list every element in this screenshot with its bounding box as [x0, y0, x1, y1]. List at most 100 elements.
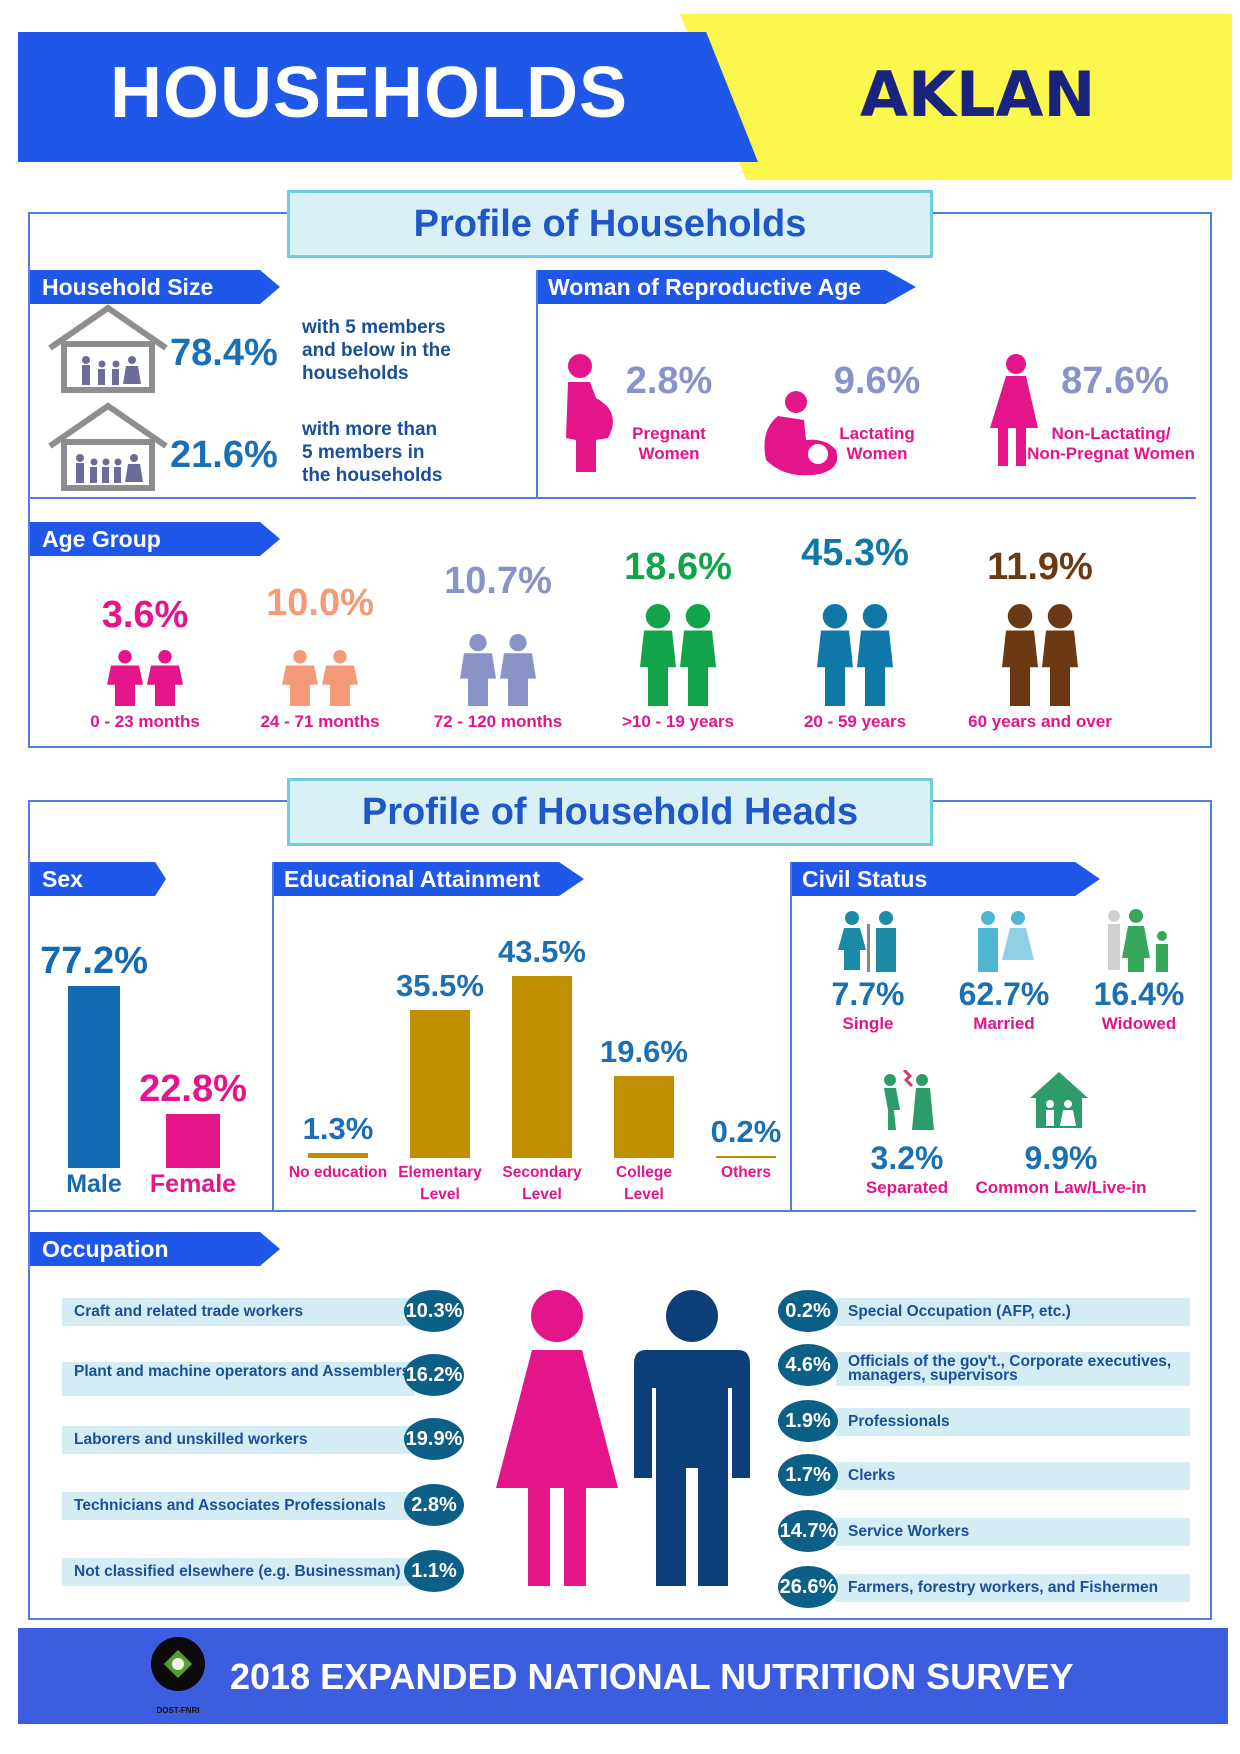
heads-divider-1: [272, 862, 274, 1210]
pregnant-woman-icon: [566, 354, 613, 472]
civil-status-pct: 16.4%: [1093, 976, 1185, 1012]
age-group-pct: 45.3%: [801, 532, 909, 574]
occupation-bar-label: Special Occupation (AFP, etc.): [836, 1298, 1190, 1326]
hh-size-desc-line: the households: [302, 465, 443, 486]
education-pct: 1.3%: [302, 1110, 374, 1146]
occupation-bar-label: Clerks: [836, 1462, 1190, 1490]
occupation-pct: 26.6%: [778, 1566, 838, 1608]
sex-label: Male: [66, 1170, 122, 1198]
wra-label: Pregnant Women: [604, 424, 734, 464]
couple-icon: [978, 911, 1034, 972]
occupation-pct: 1.1%: [404, 1550, 464, 1592]
education-label-line: Level: [420, 1186, 460, 1203]
page-title: HOUSEHOLDS: [110, 53, 629, 133]
civil-status-pct: 9.9%: [1024, 1140, 1098, 1176]
occupation-bar-label: Farmers, forestry workers, and Fishermen: [836, 1574, 1190, 1602]
occupation-pct: 1.7%: [778, 1454, 838, 1496]
elderly-couple-icon: [1002, 604, 1078, 706]
education-pct: 19.6%: [600, 1034, 688, 1070]
footer-band: [18, 1628, 1228, 1724]
wra-pct: 87.6%: [1061, 360, 1169, 402]
house-family-icon: [48, 402, 168, 491]
education-label: Others: [691, 1162, 801, 1184]
hh-size-desc-line: and below in the: [302, 340, 451, 361]
footer-title: 2018 EXPANDED NATIONAL NUTRITION SURVEY: [230, 1656, 1074, 1697]
wra-label-line: Women: [846, 444, 908, 463]
widowed-family-icon: [1108, 909, 1168, 972]
wra-label-line: Non-Pregnat Women: [1027, 444, 1195, 463]
occupation-pct: 16.2%: [404, 1354, 464, 1396]
separated-couple-icon: [884, 1070, 934, 1130]
civil-status-label: Separated: [865, 1178, 949, 1197]
hh-size-desc: with 5 members and below in the househol…: [302, 316, 532, 385]
children-icon: [282, 650, 358, 706]
occupation-pct: 10.3%: [404, 1290, 464, 1332]
occupation-bar-label: Officials of the gov't., Corporate execu…: [836, 1352, 1190, 1386]
woman-figure-icon: [496, 1290, 618, 1586]
children-icon: [107, 650, 183, 706]
civil-status-pct: 62.7%: [958, 976, 1050, 1012]
occupation-bar-label: Professionals: [836, 1408, 1190, 1436]
age-group-pct: 11.9%: [987, 546, 1093, 588]
education-label: College Level: [589, 1162, 699, 1206]
couple-icon: [817, 604, 893, 706]
sex-pct: 77.2%: [40, 939, 148, 982]
civil-status-tag: Civil Status: [790, 862, 1100, 896]
education-label-line: Secondary: [502, 1164, 582, 1181]
heads-section-title: Profile of Household Heads: [287, 778, 933, 846]
wra-label-line: Lactating: [839, 424, 915, 443]
education-label-line: College: [616, 1164, 672, 1181]
age-group-label: 24 - 71 months: [260, 712, 380, 731]
education-label-line: Level: [624, 1186, 664, 1203]
occupation-tag: Occupation: [30, 1232, 280, 1266]
education-bar: [512, 976, 572, 1158]
education-label-line: No education: [288, 1164, 388, 1181]
education-bar: [410, 1009, 470, 1158]
age-group-tag: Age Group: [30, 522, 280, 556]
civil-status-pct: 7.7%: [831, 976, 905, 1012]
age-group-label: 60 years and over: [968, 712, 1112, 731]
occupation-bar-label: Service Workers: [836, 1518, 1190, 1546]
wra-label: Lactating Women: [812, 424, 942, 464]
education-bar: [716, 1156, 776, 1158]
age-group-label: >10 - 19 years: [621, 712, 734, 731]
civil-status-label: Married: [973, 1014, 1035, 1033]
age-group-label: 0 - 23 months: [90, 712, 200, 731]
civil-status-label: Single: [842, 1014, 894, 1033]
education-bar: [308, 1152, 368, 1158]
civil-status-label: Widowed: [1101, 1014, 1177, 1033]
hh-size-desc-line: with 5 members: [302, 317, 446, 338]
occupation-pct: 19.9%: [404, 1418, 464, 1460]
children-icon: [460, 634, 536, 706]
civil-status-pct: 3.2%: [870, 1140, 944, 1176]
age-group-pct: 3.6%: [101, 594, 189, 636]
age-group-label: 20 - 59 years: [803, 712, 907, 731]
header-yellow-band: [680, 14, 1232, 180]
hh-size-desc-line: 5 members in: [302, 442, 425, 463]
sex-pct: 22.8%: [139, 1068, 247, 1111]
age-group-pct: 10.7%: [444, 560, 552, 602]
occupation-pct: 0.2%: [778, 1290, 838, 1332]
wra-label-line: Pregnant: [632, 424, 706, 443]
hh-size-pct: 78.4%: [170, 332, 278, 374]
occupation-bar-label: Craft and related trade workers: [62, 1298, 414, 1326]
wra-pct: 2.8%: [625, 360, 713, 402]
hh-size-desc-line: households: [302, 363, 409, 384]
heads-horizontal-divider: [30, 1210, 1196, 1212]
wra-label: Non-Lactating/ Non-Pregnat Women: [1016, 424, 1206, 464]
occupation-bar-label: Plant and machine operators and Assemble…: [62, 1362, 414, 1396]
households-section-title: Profile of Households: [287, 190, 933, 258]
education-bar: [614, 1076, 674, 1158]
footer-logo-text: DOST-FNRI: [156, 1706, 200, 1715]
sex-bar: [166, 1114, 220, 1168]
education-label: Secondary Level: [487, 1162, 597, 1206]
occupation-pct: 14.7%: [778, 1510, 838, 1552]
education-tag: Educational Attainment: [272, 862, 584, 896]
hh-size-desc-line: with more than: [302, 419, 438, 440]
education-pct: 0.2%: [710, 1114, 782, 1149]
hh-size-pct: 21.6%: [170, 434, 278, 476]
woman-icon: [990, 354, 1038, 466]
occupation-bar-label: Laborers and unskilled workers: [62, 1426, 414, 1454]
header-blue-band: [18, 32, 758, 162]
lactating-woman-icon: [764, 391, 838, 476]
